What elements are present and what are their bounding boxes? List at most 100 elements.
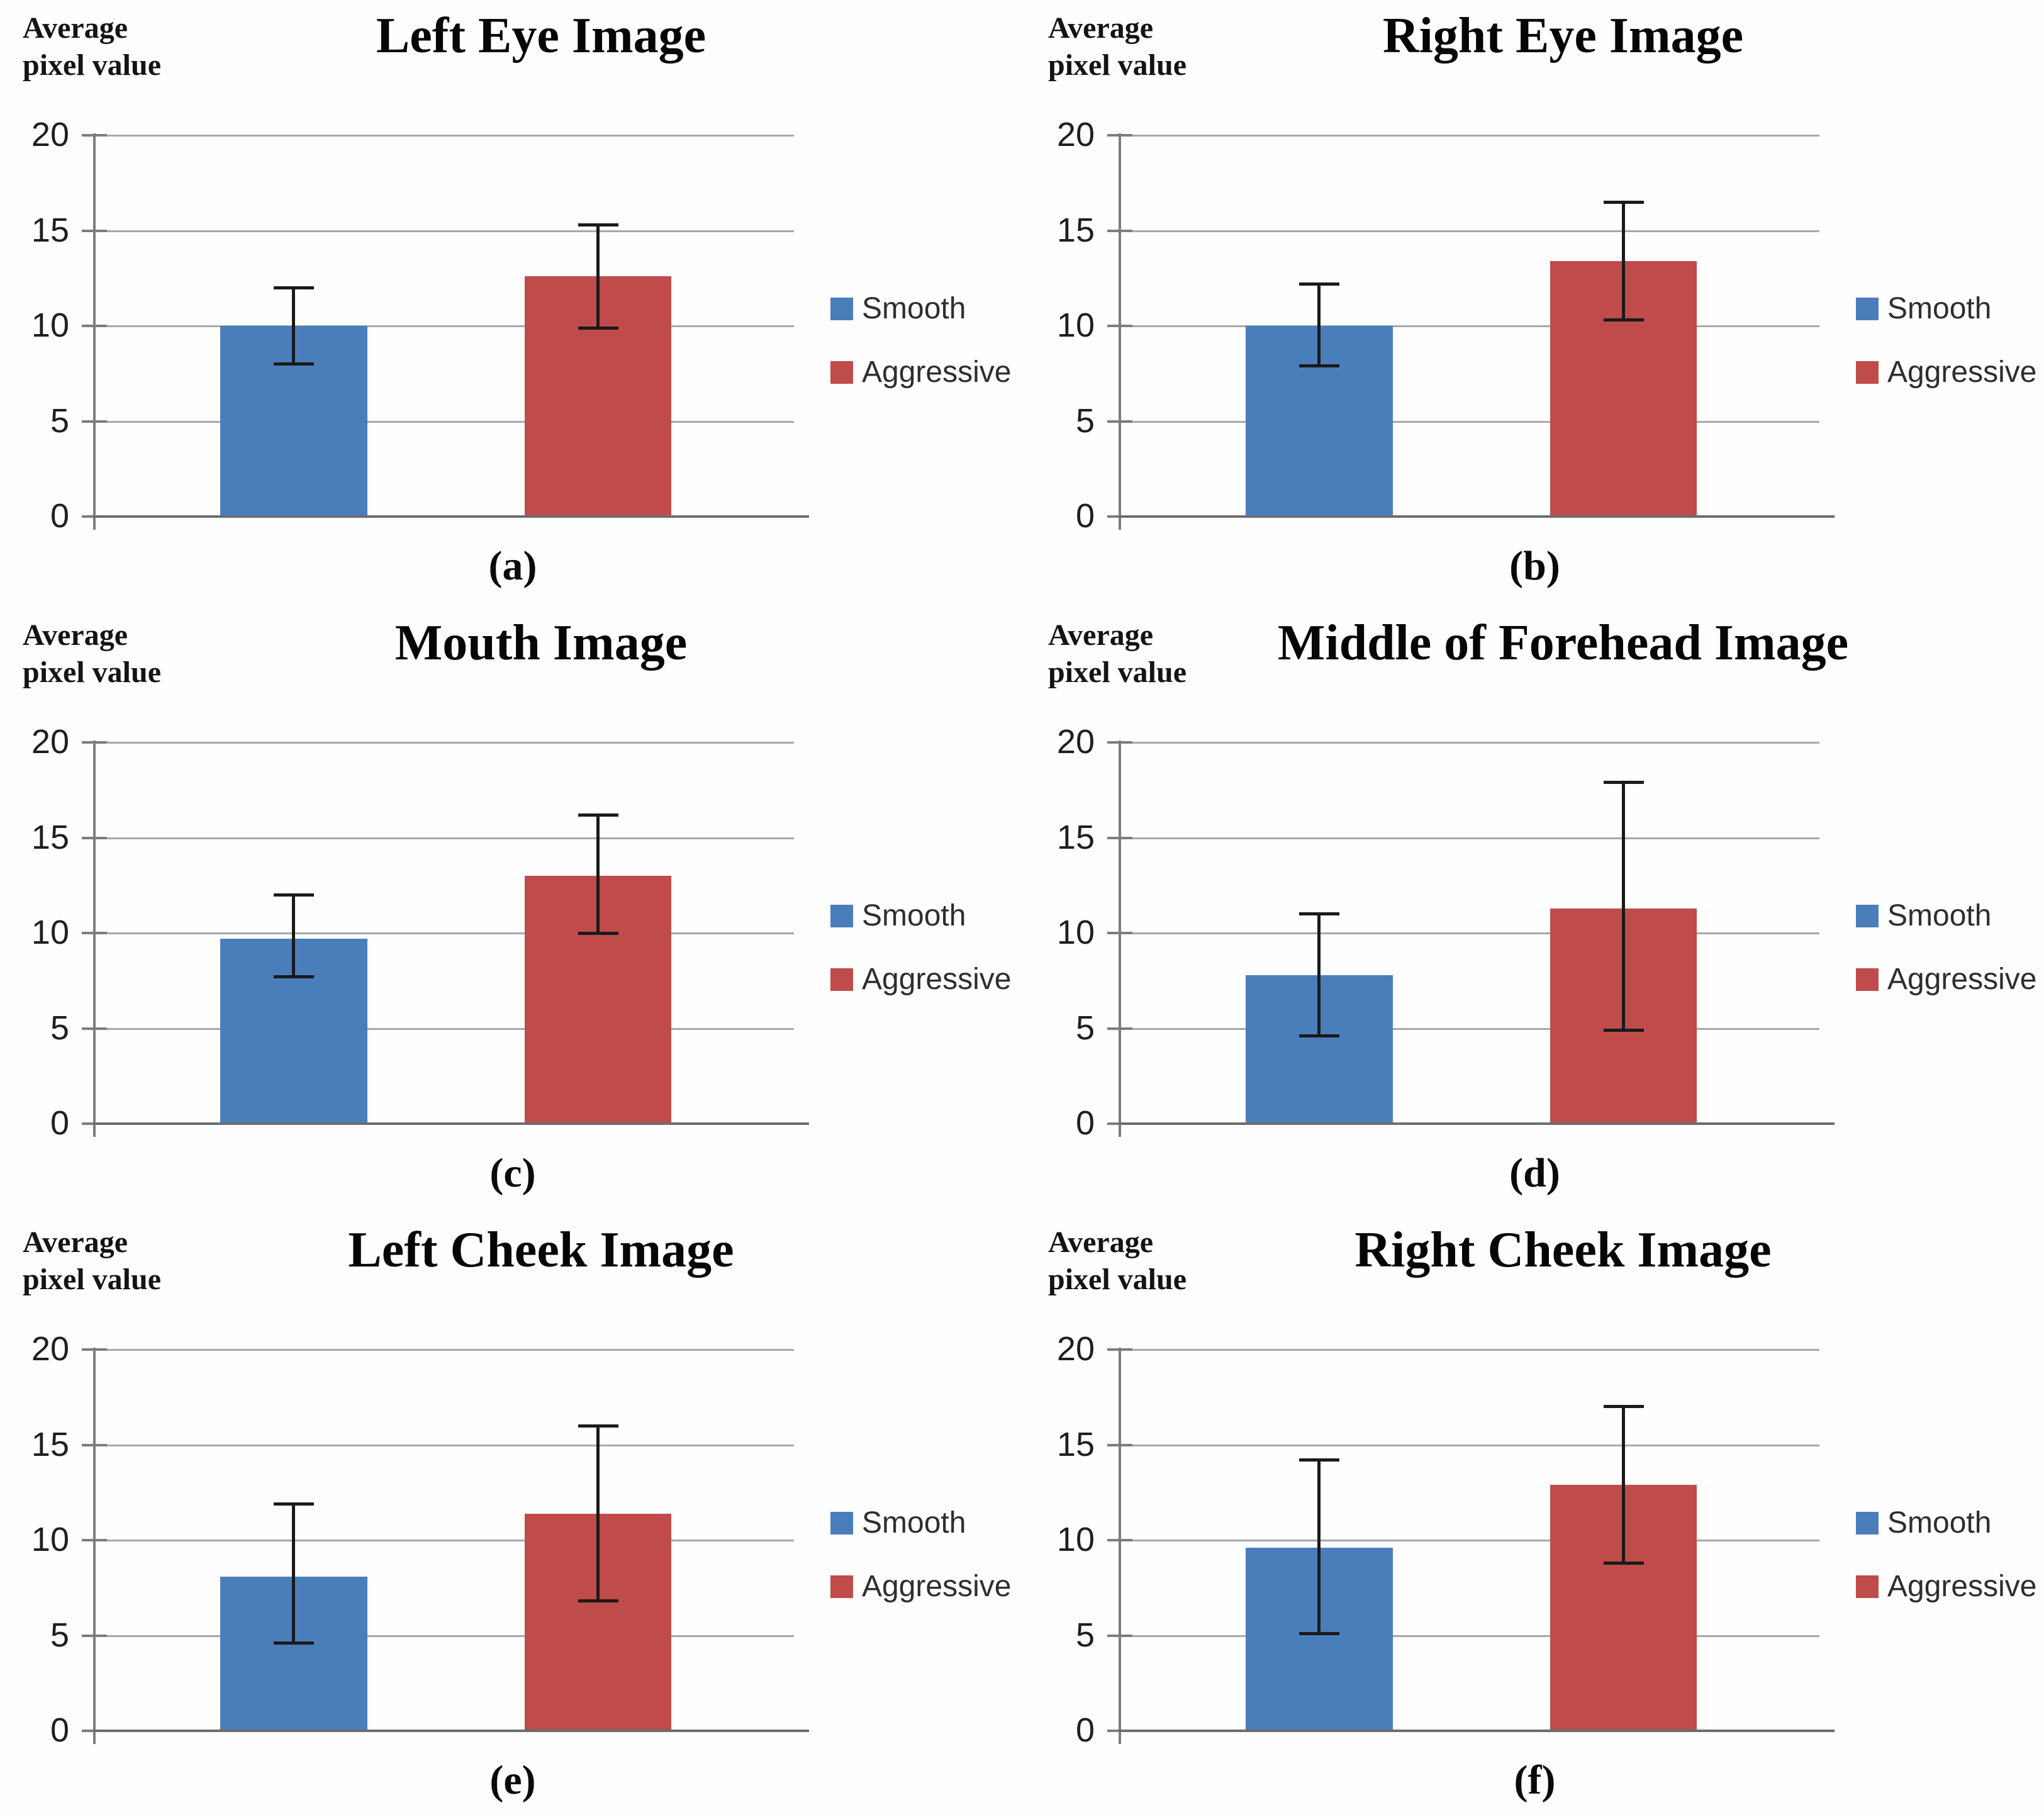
legend: Smooth Aggressive bbox=[830, 898, 1011, 997]
legend-label: Smooth bbox=[1887, 1506, 1992, 1540]
gridline bbox=[94, 1027, 794, 1030]
legend-item-aggressive: Aggressive bbox=[830, 355, 1011, 389]
error-bar-line bbox=[1622, 202, 1626, 320]
legend-label: Aggressive bbox=[1887, 1570, 2037, 1603]
gridline bbox=[1120, 1349, 1819, 1351]
legend-swatch-smooth bbox=[1856, 297, 1879, 320]
x-axis-line bbox=[1119, 515, 1835, 518]
y-tick-label: 0 bbox=[1075, 1104, 1095, 1142]
y-tick-label: 5 bbox=[1075, 1616, 1095, 1654]
y-tick-label: 5 bbox=[1075, 1009, 1095, 1047]
legend-label: Aggressive bbox=[1887, 963, 2037, 996]
y-tick-label: 5 bbox=[50, 401, 69, 440]
error-bar-cap-low bbox=[1298, 364, 1339, 368]
chart-panel-c: Average pixel value Mouth Image 0 5 10 15 20… bbox=[0, 607, 1025, 1214]
error-bar-cap-low bbox=[273, 975, 314, 979]
legend-label: Aggressive bbox=[1887, 355, 2037, 389]
y-tick-label: 5 bbox=[50, 1009, 69, 1047]
gridline bbox=[1120, 1444, 1819, 1446]
gridline bbox=[94, 230, 794, 232]
error-bar-cap-low bbox=[1298, 1631, 1339, 1635]
y-axis-line bbox=[1119, 133, 1121, 530]
legend-label: Smooth bbox=[862, 899, 966, 932]
error-bar-line bbox=[292, 895, 296, 977]
error-bar-cap-high bbox=[1603, 781, 1644, 785]
legend-item-smooth: Smooth bbox=[1856, 291, 2036, 326]
error-bar-line bbox=[292, 288, 296, 364]
legend-label: Smooth bbox=[1887, 899, 1992, 932]
legend-item-smooth: Smooth bbox=[830, 291, 1011, 326]
y-tick-label: 5 bbox=[1075, 401, 1095, 440]
gridline bbox=[1120, 1635, 1819, 1637]
y-axis-title: Average pixel value bbox=[23, 1226, 162, 1296]
x-axis-line bbox=[93, 1122, 809, 1125]
error-bar-cap-high bbox=[578, 1424, 618, 1428]
error-bar-cap-high bbox=[1603, 1405, 1644, 1409]
y-tick-label: 0 bbox=[1075, 1711, 1095, 1749]
panel-caption: (f) bbox=[1514, 1757, 1556, 1803]
legend: Smooth Aggressive bbox=[830, 1506, 1011, 1604]
error-bar-cap-high bbox=[1298, 282, 1339, 286]
gridline bbox=[94, 1540, 794, 1541]
chart-title: Middle of Forehead Image bbox=[1277, 615, 1849, 671]
error-bar-cap-low bbox=[578, 1599, 618, 1603]
legend-item-smooth: Smooth bbox=[1856, 1506, 2036, 1540]
plot-area: 0 5 10 15 20 Smooth Aggressive bbox=[1057, 1330, 2037, 1749]
gridline bbox=[1120, 1540, 1819, 1541]
y-tick-label: 15 bbox=[31, 818, 69, 856]
y-tick-label: 10 bbox=[31, 1521, 69, 1558]
y-tick-label: 10 bbox=[1056, 914, 1095, 951]
y-tick-label: 0 bbox=[50, 497, 69, 535]
gridline bbox=[1120, 1027, 1819, 1030]
legend-label: Smooth bbox=[1887, 292, 1992, 325]
legend-swatch-aggressive bbox=[830, 968, 853, 991]
error-bar-line bbox=[292, 1504, 296, 1643]
gridline bbox=[1120, 135, 1819, 137]
y-tick-label: 15 bbox=[1056, 818, 1095, 856]
gridline bbox=[94, 932, 794, 934]
gridline bbox=[94, 837, 794, 839]
error-bar-cap-high bbox=[1298, 1458, 1339, 1462]
y-tick-label: 20 bbox=[31, 116, 69, 154]
y-tick-label: 20 bbox=[31, 723, 69, 761]
y-axis-title: Average pixel value bbox=[1048, 618, 1187, 689]
error-bar-line bbox=[596, 1426, 600, 1601]
plot-area: 0 5 10 15 20 Smooth Aggressive bbox=[31, 116, 1012, 535]
y-axis-line bbox=[1119, 741, 1121, 1137]
y-tick-label: 15 bbox=[1056, 211, 1095, 249]
legend-item-aggressive: Aggressive bbox=[830, 1569, 1011, 1604]
legend-swatch-smooth bbox=[1856, 1511, 1879, 1535]
legend-item-aggressive: Aggressive bbox=[1856, 1569, 2036, 1604]
y-tick-label: 15 bbox=[31, 1425, 69, 1463]
y-axis-line bbox=[93, 133, 96, 530]
y-tick-label: 10 bbox=[1056, 306, 1095, 344]
error-bar-cap-high bbox=[578, 813, 618, 817]
error-bar-cap-low bbox=[1603, 1561, 1644, 1565]
y-tick-label: 0 bbox=[1075, 497, 1095, 535]
y-tick-label: 5 bbox=[50, 1616, 69, 1654]
legend-swatch-smooth bbox=[830, 297, 853, 320]
error-bar-cap-high bbox=[273, 286, 314, 289]
legend-item-aggressive: Aggressive bbox=[1856, 962, 2036, 997]
legend-swatch-smooth bbox=[830, 904, 853, 927]
chart-panel-d: Average pixel value Middle of Forehead I… bbox=[1025, 607, 2044, 1214]
chart-panel-f: Average pixel value Right Cheek Image 0 5… bbox=[1025, 1214, 2044, 1817]
y-axis-line bbox=[93, 1348, 96, 1744]
legend: Smooth Aggressive bbox=[1856, 898, 2036, 997]
y-axis-title: Average pixel value bbox=[23, 11, 162, 82]
error-bar-cap-low bbox=[1603, 1029, 1644, 1032]
legend-swatch-aggressive bbox=[830, 1575, 853, 1598]
y-tick-label: 10 bbox=[31, 306, 69, 344]
error-bar-line bbox=[1317, 1460, 1321, 1634]
legend-label: Smooth bbox=[862, 292, 966, 325]
error-bar-cap-low bbox=[1298, 1034, 1339, 1038]
legend-item-smooth: Smooth bbox=[830, 1506, 1011, 1540]
x-axis-line bbox=[93, 515, 809, 518]
legend-swatch-smooth bbox=[830, 1511, 853, 1535]
legend-label: Aggressive bbox=[862, 963, 1012, 996]
y-tick-label: 15 bbox=[1056, 1425, 1095, 1463]
y-tick-label: 20 bbox=[31, 1330, 69, 1368]
legend-label: Smooth bbox=[862, 1506, 966, 1540]
legend-item-aggressive: Aggressive bbox=[830, 962, 1011, 997]
